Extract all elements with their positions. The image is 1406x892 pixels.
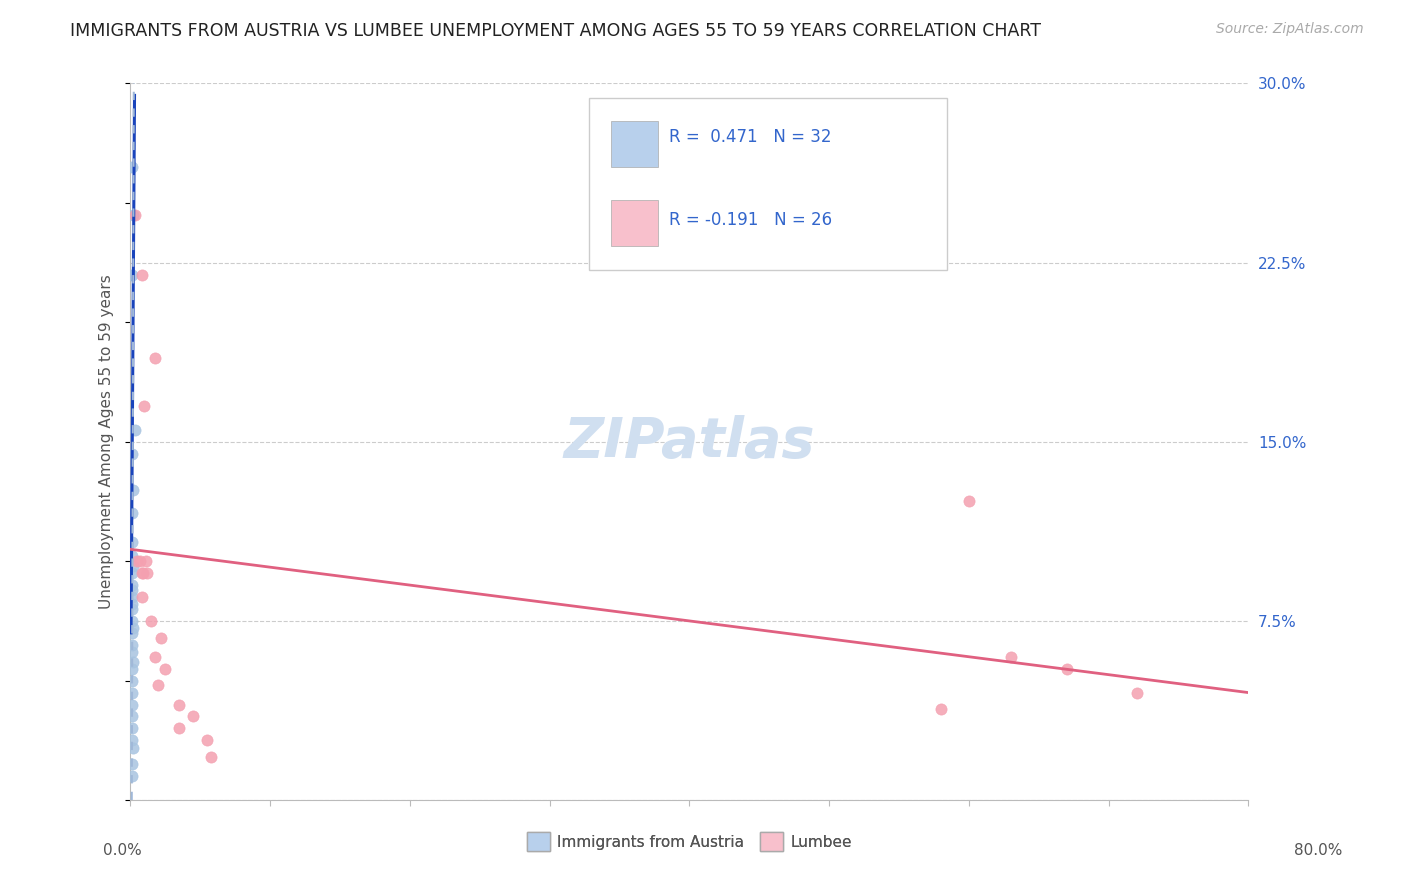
Point [155, 662, 177, 676]
Point [122, 621, 145, 635]
Text: 0.0%: 0.0% [103, 843, 142, 858]
Point [167, 698, 190, 712]
Point [1056, 662, 1078, 676]
Point [121, 566, 143, 581]
Point [132, 566, 155, 581]
Point [121, 590, 143, 604]
Point [121, 645, 143, 659]
Point [124, 208, 146, 222]
Point [134, 399, 156, 413]
Text: R = -0.191   N = 26: R = -0.191 N = 26 [669, 211, 832, 228]
Point [121, 268, 143, 282]
Point [167, 722, 190, 736]
Point [150, 631, 173, 645]
Point [122, 483, 145, 497]
Point [122, 208, 145, 222]
Point [121, 578, 143, 592]
Point [181, 709, 204, 723]
Point [122, 559, 145, 574]
Point [121, 447, 143, 461]
Point [121, 597, 143, 611]
Y-axis label: Unemployment Among Ages 55 to 59 years: Unemployment Among Ages 55 to 59 years [100, 275, 114, 609]
FancyBboxPatch shape [612, 121, 658, 168]
Point [135, 554, 157, 568]
Point [141, 614, 163, 628]
Text: ZIPatlas: ZIPatlas [564, 415, 815, 469]
Point [122, 655, 145, 669]
Point [124, 423, 146, 437]
Point [121, 638, 143, 652]
Point [121, 549, 143, 564]
Point [121, 625, 143, 640]
Point [121, 160, 143, 174]
Point [121, 507, 143, 521]
Point [1125, 685, 1147, 699]
Point [127, 554, 149, 568]
Point [121, 662, 143, 676]
Point [121, 709, 143, 723]
FancyBboxPatch shape [612, 200, 658, 246]
Point [136, 566, 159, 581]
Point [121, 722, 143, 736]
Point [145, 649, 167, 664]
Text: R =  0.471   N = 32: R = 0.471 N = 32 [669, 128, 832, 146]
Point [1000, 649, 1022, 664]
Point [121, 535, 143, 549]
Point [145, 351, 167, 366]
Point [929, 702, 952, 716]
Point [957, 494, 980, 508]
Point [121, 769, 143, 783]
Point [200, 750, 222, 764]
Point [121, 698, 143, 712]
Text: Source: ZipAtlas.com: Source: ZipAtlas.com [1216, 22, 1364, 37]
Point [129, 554, 152, 568]
Legend: Immigrants from Austria, Lumbee: Immigrants from Austria, Lumbee [520, 826, 858, 857]
Point [121, 602, 143, 616]
FancyBboxPatch shape [589, 98, 946, 269]
Point [131, 566, 153, 581]
Point [121, 757, 143, 772]
Text: 80.0%: 80.0% [1295, 843, 1343, 858]
Point [121, 582, 143, 597]
Point [131, 268, 153, 282]
Point [122, 740, 145, 755]
Point [121, 733, 143, 747]
Text: IMMIGRANTS FROM AUSTRIA VS LUMBEE UNEMPLOYMENT AMONG AGES 55 TO 59 YEARS CORRELA: IMMIGRANTS FROM AUSTRIA VS LUMBEE UNEMPL… [70, 22, 1042, 40]
Point [131, 590, 153, 604]
Point [148, 678, 170, 692]
Point [195, 733, 218, 747]
Point [121, 685, 143, 699]
Point [121, 614, 143, 628]
Point [121, 673, 143, 688]
